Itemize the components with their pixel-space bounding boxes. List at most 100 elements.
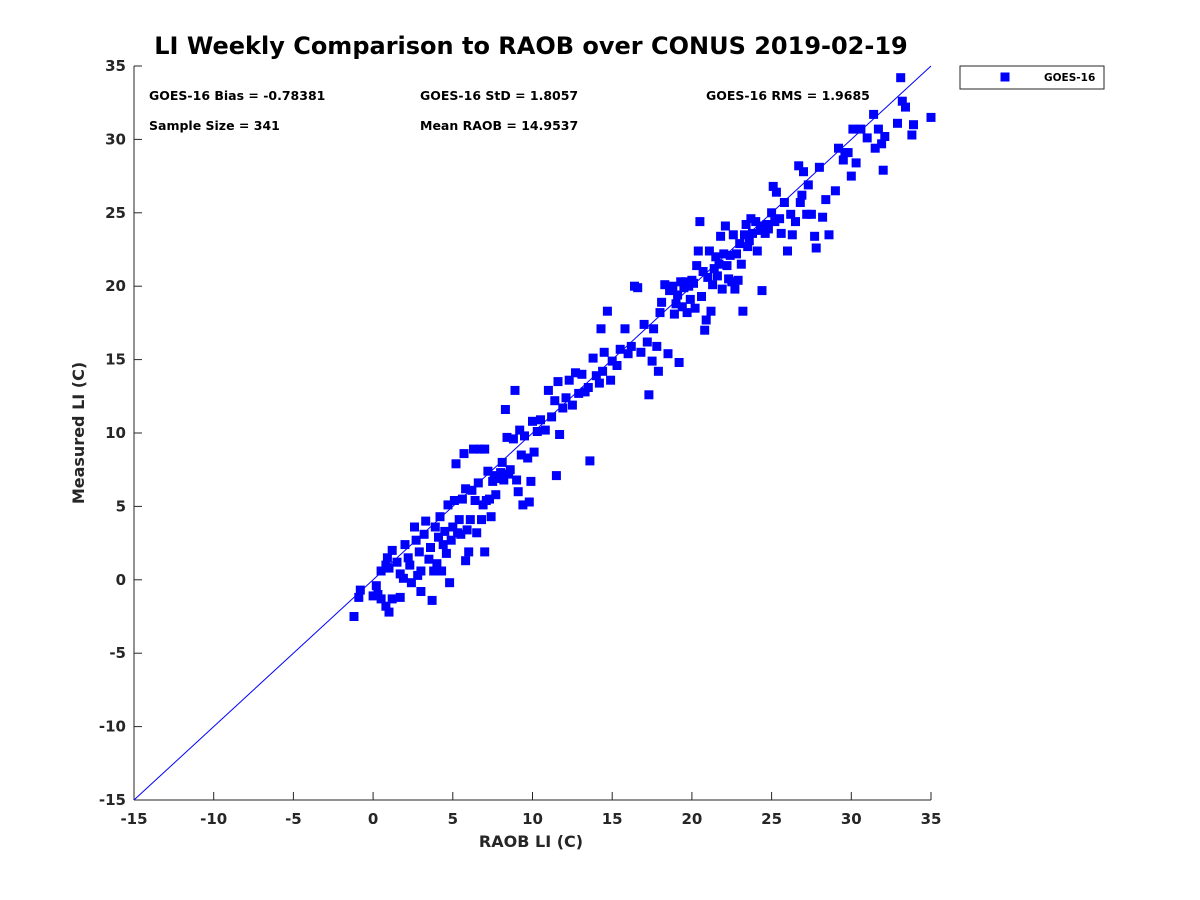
data-point xyxy=(741,220,751,229)
y-tick-label: 15 xyxy=(105,351,126,369)
data-point xyxy=(602,306,612,316)
data-point xyxy=(787,230,797,240)
data-point xyxy=(682,308,692,318)
data-point xyxy=(596,324,606,334)
data-point xyxy=(806,209,816,219)
data-point xyxy=(655,308,665,318)
data-point xyxy=(400,540,410,550)
data-point xyxy=(740,230,749,240)
data-point xyxy=(633,283,643,293)
data-point xyxy=(791,217,800,227)
data-point xyxy=(786,209,796,219)
chart-title: LI Weekly Comparison to RAOB over CONUS … xyxy=(154,32,907,60)
data-point xyxy=(480,547,490,557)
x-tick-label: 20 xyxy=(681,810,702,828)
data-point xyxy=(878,165,888,175)
data-point xyxy=(612,361,622,370)
data-point xyxy=(856,124,866,134)
data-point xyxy=(744,236,754,246)
data-point xyxy=(505,465,515,475)
data-point xyxy=(577,369,587,379)
data-point xyxy=(446,535,456,545)
data-point xyxy=(623,349,633,359)
data-point xyxy=(489,471,499,481)
axis-ticks: -15 -10 -5 0 5 10 15 20 25 30 35 -15 -10 -5 0 5 10 15 20 25… xyxy=(99,57,942,828)
y-tick-label: 30 xyxy=(105,130,126,148)
data-point xyxy=(783,246,792,256)
data-point xyxy=(689,278,698,288)
data-point xyxy=(371,581,381,591)
data-point xyxy=(671,299,681,309)
data-point xyxy=(491,490,501,500)
data-point xyxy=(893,118,902,128)
data-point xyxy=(775,214,785,224)
data-point xyxy=(714,259,724,269)
data-point xyxy=(480,444,490,454)
data-point xyxy=(901,102,910,112)
data-point xyxy=(730,284,740,294)
data-point xyxy=(406,578,416,588)
legend: GOES-16 xyxy=(959,65,1105,90)
data-point xyxy=(700,325,710,335)
data-point xyxy=(738,306,748,316)
data-point xyxy=(426,543,435,552)
data-point xyxy=(445,578,455,588)
data-point xyxy=(722,261,732,271)
data-point xyxy=(457,494,467,504)
data-point xyxy=(475,444,485,454)
data-point xyxy=(767,208,777,218)
x-tick-label: 0 xyxy=(368,810,378,828)
data-point xyxy=(851,158,861,168)
data-point xyxy=(381,601,391,611)
data-point xyxy=(779,198,789,207)
data-point xyxy=(529,447,539,457)
data-point xyxy=(626,341,636,351)
data-point xyxy=(748,228,757,238)
data-point xyxy=(434,532,443,542)
legend-box xyxy=(959,65,1105,90)
x-tick-label: -5 xyxy=(285,810,302,828)
data-point xyxy=(405,560,415,570)
data-point xyxy=(620,324,630,334)
data-point xyxy=(814,162,824,172)
data-point xyxy=(523,453,533,463)
data-point xyxy=(732,249,741,259)
data-point xyxy=(695,217,705,227)
data-point xyxy=(547,412,557,422)
data-point xyxy=(909,120,918,130)
x-tick-label: 15 xyxy=(602,810,623,828)
y-tick-label: 0 xyxy=(116,571,126,589)
data-point xyxy=(354,592,364,602)
data-point xyxy=(802,209,812,219)
y-tick-label: -15 xyxy=(99,791,126,809)
data-point xyxy=(685,294,695,304)
data-point xyxy=(795,198,805,207)
data-point xyxy=(639,319,649,329)
data-point xyxy=(472,528,482,538)
data-point xyxy=(456,529,466,539)
data-point xyxy=(543,385,553,395)
data-point xyxy=(771,187,781,197)
data-point xyxy=(387,545,397,555)
data-point xyxy=(708,280,718,290)
data-point xyxy=(728,230,738,240)
data-point xyxy=(843,148,853,158)
data-point xyxy=(427,595,437,605)
data-point xyxy=(770,217,780,227)
data-point xyxy=(585,456,595,466)
data-point xyxy=(719,249,729,259)
data-point xyxy=(432,559,442,569)
data-point xyxy=(441,548,451,558)
stat-bias: GOES-16 Bias = -0.78381 xyxy=(149,88,325,103)
data-point xyxy=(716,231,726,241)
data-point xyxy=(824,230,834,240)
data-point xyxy=(571,368,580,378)
data-point xyxy=(598,366,608,376)
x-tick-label: 25 xyxy=(761,810,782,828)
data-point xyxy=(382,553,392,563)
data-point xyxy=(483,466,493,476)
data-point xyxy=(467,485,477,495)
data-point xyxy=(880,132,890,141)
data-point xyxy=(583,383,593,392)
data-point xyxy=(564,375,574,385)
